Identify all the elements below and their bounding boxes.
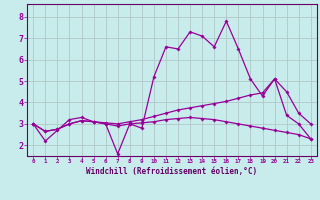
X-axis label: Windchill (Refroidissement éolien,°C): Windchill (Refroidissement éolien,°C) (86, 167, 258, 176)
